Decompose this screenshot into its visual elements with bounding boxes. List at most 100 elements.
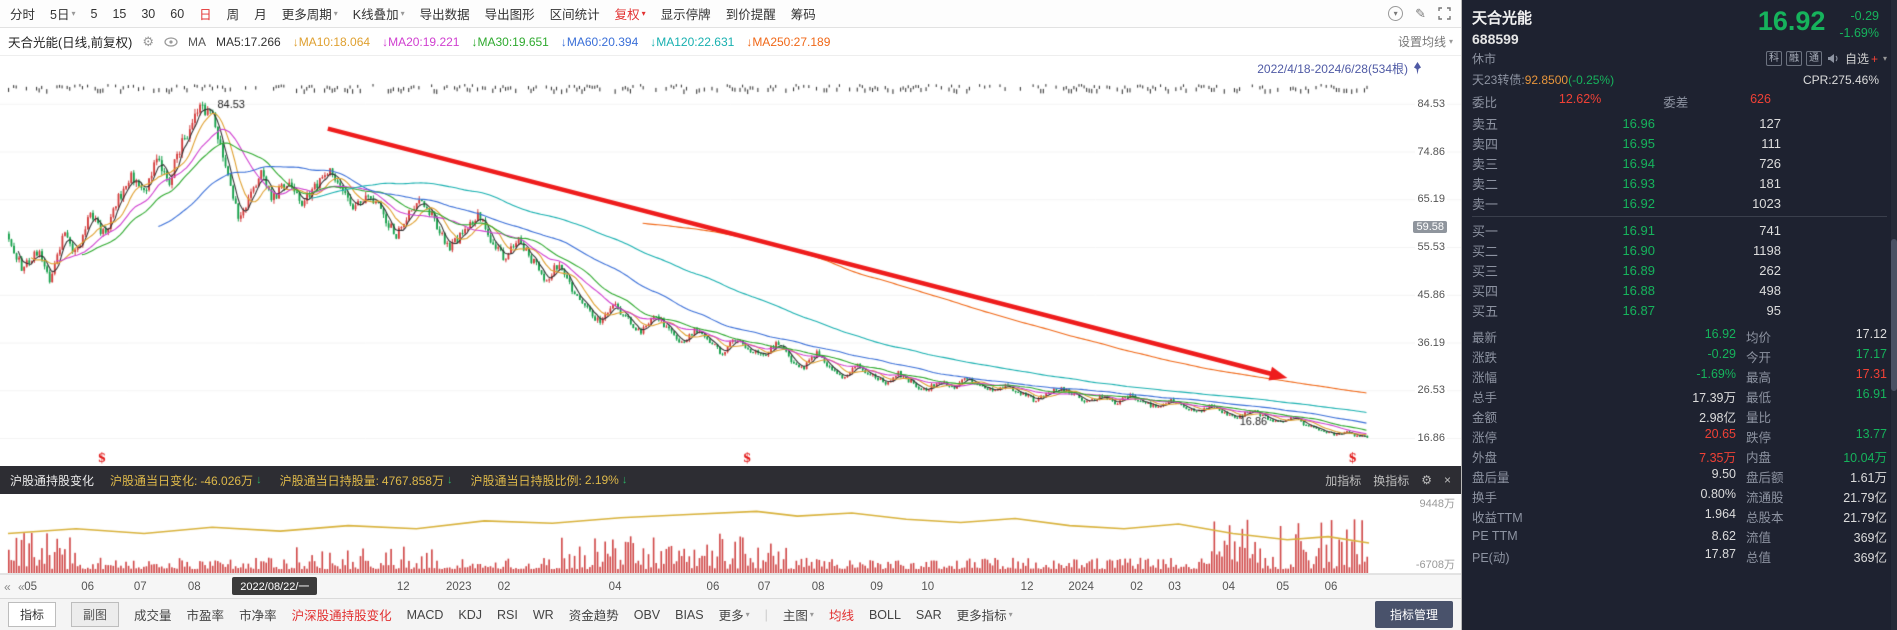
- draw-tools-icon[interactable]: ✎: [1415, 5, 1426, 21]
- ma-value-text: MA10:18.064: [298, 34, 371, 49]
- bid-row[interactable]: 买一 16.91 741: [1462, 220, 1897, 240]
- indicator-item-沪深股通持股变化[interactable]: 沪深股通持股变化: [291, 609, 392, 623]
- main-indicator-item-更多指标[interactable]: 更多指标 ▾: [956, 609, 1013, 623]
- indicator-title: 沪股通持股变化: [10, 473, 95, 488]
- scrollbar-thumb[interactable]: [1891, 239, 1897, 391]
- indicator-item-MACD[interactable]: MACD: [406, 607, 444, 622]
- fullscreen-icon[interactable]: [1438, 7, 1451, 20]
- stat-cell: 总股本 21.79亿: [1746, 507, 1887, 526]
- toolbar-item-日[interactable]: 日: [199, 8, 212, 22]
- toolbar-item-区间统计[interactable]: 区间统计: [549, 8, 600, 22]
- stat-row: 盘后量 9.50 盘后额 1.61万: [1462, 466, 1897, 486]
- bid-row[interactable]: 买三 16.89 262: [1462, 260, 1897, 280]
- hgt-indicator-header: 沪股通持股变化 沪股通当日变化: -46.026万 ↓ 沪股通当日持股量: 4767.8…: [0, 466, 1461, 494]
- scroll-left-icon[interactable]: « «: [4, 579, 27, 594]
- ma-value: ↓MA30:19.651: [471, 35, 548, 49]
- collapse-toolbar-icon[interactable]: ▾: [1388, 6, 1404, 21]
- plus-icon: +: [1870, 51, 1878, 66]
- indicator-item-市盈率[interactable]: 市盈率: [186, 609, 225, 623]
- indicator-manage-button[interactable]: 指标管理: [1374, 601, 1453, 628]
- announcement-icon[interactable]: [1827, 53, 1840, 64]
- hgt-subchart[interactable]: 9448万 -6708万: [0, 494, 1461, 574]
- ma-settings-button[interactable]: 设置均线 ▾: [1397, 35, 1453, 49]
- time-tick: 06: [81, 580, 95, 593]
- chevron-down-icon[interactable]: ▾: [1882, 54, 1887, 63]
- bid-row[interactable]: 买五 16.87 95: [1462, 300, 1897, 320]
- toolbar-item-分时[interactable]: 分时: [10, 8, 36, 22]
- time-axis[interactable]: « « 2022/08/22/一 05 06 07 08 12 2023 02 04 06 07 0…: [0, 574, 1461, 598]
- watchlist-button[interactable]: 自选 +: [1844, 51, 1878, 67]
- convertible-bond-row[interactable]: 天23转债: 92.8500 (-0.25%) CPR:275.46%: [1462, 69, 1897, 90]
- main-indicator-item-均线[interactable]: 均线: [828, 609, 854, 623]
- level-volume: 1023: [1752, 195, 1781, 211]
- hgt-subchart-canvas[interactable]: [0, 494, 1461, 573]
- indicator-item-成交量[interactable]: 成交量: [134, 609, 172, 623]
- time-tick: 07: [757, 580, 771, 593]
- gear-icon[interactable]: ⚙: [142, 33, 154, 49]
- toolbar-item-导出数据[interactable]: 导出数据: [419, 8, 470, 22]
- toolbar-item-筹码[interactable]: 筹码: [790, 8, 816, 22]
- main-indicator-item-BOLL[interactable]: BOLL: [868, 607, 901, 622]
- indicator-item-市净率[interactable]: 市净率: [239, 609, 277, 623]
- ask-row[interactable]: 卖三 16.94 726: [1462, 153, 1897, 173]
- indicator-item-RSI[interactable]: RSI: [497, 607, 518, 622]
- main-chart[interactable]: 2022/4/18-2024/6/28(534根) 84.53 74.86 65.1…: [0, 56, 1461, 466]
- level-label: 买四: [1472, 283, 1499, 299]
- ma-value-text: MA5:17.266: [215, 34, 281, 49]
- time-tick: 06: [706, 580, 720, 593]
- indicator-item-更多[interactable]: 更多 ▾: [718, 609, 750, 623]
- close-icon[interactable]: ×: [1443, 473, 1451, 487]
- toolbar-item-30[interactable]: 30: [141, 6, 156, 21]
- stat-label: 最低: [1746, 390, 1772, 405]
- toolbar-item-5[interactable]: 5: [90, 6, 98, 21]
- bid-row[interactable]: 买四 16.88 498: [1462, 280, 1897, 300]
- toolbar-item-周[interactable]: 周: [226, 8, 240, 22]
- toolbar-item-5日[interactable]: 5日 ▾: [50, 8, 76, 22]
- toolbar-item-导出图形[interactable]: 导出图形: [484, 8, 535, 22]
- pin-icon[interactable]: [1412, 62, 1423, 75]
- eye-icon[interactable]: [164, 36, 178, 47]
- add-indicator-button[interactable]: 加指标: [1325, 473, 1362, 488]
- indicator-item-KDJ[interactable]: KDJ: [458, 607, 483, 622]
- indicator-item-BIAS[interactable]: BIAS: [675, 607, 704, 622]
- toolbar-item-显示停牌[interactable]: 显示停牌: [660, 8, 711, 22]
- ask-row[interactable]: 卖五 16.96 127: [1462, 113, 1897, 133]
- panel-scrollbar[interactable]: [1891, 0, 1897, 630]
- level-volume: 726: [1759, 155, 1781, 171]
- bid-row[interactable]: 买二 16.90 1198: [1462, 240, 1897, 260]
- toolbar-item-60[interactable]: 60: [170, 6, 185, 21]
- hgt-stat: 沪股通当日变化: -46.026万 ↓: [110, 472, 262, 489]
- level-price: 16.92: [1622, 195, 1655, 211]
- ask-row[interactable]: 卖一 16.92 1023: [1462, 193, 1897, 213]
- stat-value: 369亿: [1853, 550, 1887, 565]
- toolbar-item-月[interactable]: 月: [254, 8, 267, 22]
- bond-label: 天23转债:: [1472, 73, 1525, 87]
- tab-副图[interactable]: 副图: [71, 602, 120, 627]
- tab-指标[interactable]: 指标: [8, 602, 57, 627]
- main-indicator-item-SAR[interactable]: SAR: [915, 607, 942, 622]
- stat-label: 流值: [1746, 530, 1772, 545]
- ask-row[interactable]: 卖四 16.95 111: [1462, 133, 1897, 153]
- y-axis-label: 45.86: [1415, 288, 1447, 301]
- main-chart-canvas[interactable]: [0, 56, 1461, 466]
- switch-indicator-button[interactable]: 换指标: [1373, 473, 1410, 488]
- level-volume: 1198: [1753, 242, 1781, 258]
- ask-row[interactable]: 卖二 16.93 181: [1462, 173, 1897, 193]
- time-tick: 02: [497, 580, 511, 593]
- ma-value-text: MA250:27.189: [752, 34, 831, 49]
- time-tick: 03: [1168, 580, 1182, 593]
- toolbar-item-更多周期[interactable]: 更多周期 ▾: [281, 8, 338, 22]
- main-indicator-item-主图[interactable]: 主图 ▾: [782, 609, 814, 623]
- indicator-item-OBV[interactable]: OBV: [633, 607, 661, 622]
- stat-label: 盘后量: [1472, 470, 1510, 485]
- toolbar-item-K线叠加[interactable]: K线叠加 ▾: [352, 8, 405, 22]
- indicator-item-WR[interactable]: WR: [532, 607, 554, 622]
- indicator-item-资金趋势[interactable]: 资金趋势: [568, 609, 619, 623]
- toolbar-item-15[interactable]: 15: [112, 6, 127, 21]
- toolbar-item-复权[interactable]: 复权 ▾: [614, 8, 646, 22]
- gear-icon[interactable]: ⚙: [1421, 473, 1432, 487]
- level-volume: 741: [1759, 222, 1781, 238]
- stat-label: 涨停: [1472, 430, 1498, 445]
- toolbar-item-到价提醒[interactable]: 到价提醒: [725, 8, 776, 22]
